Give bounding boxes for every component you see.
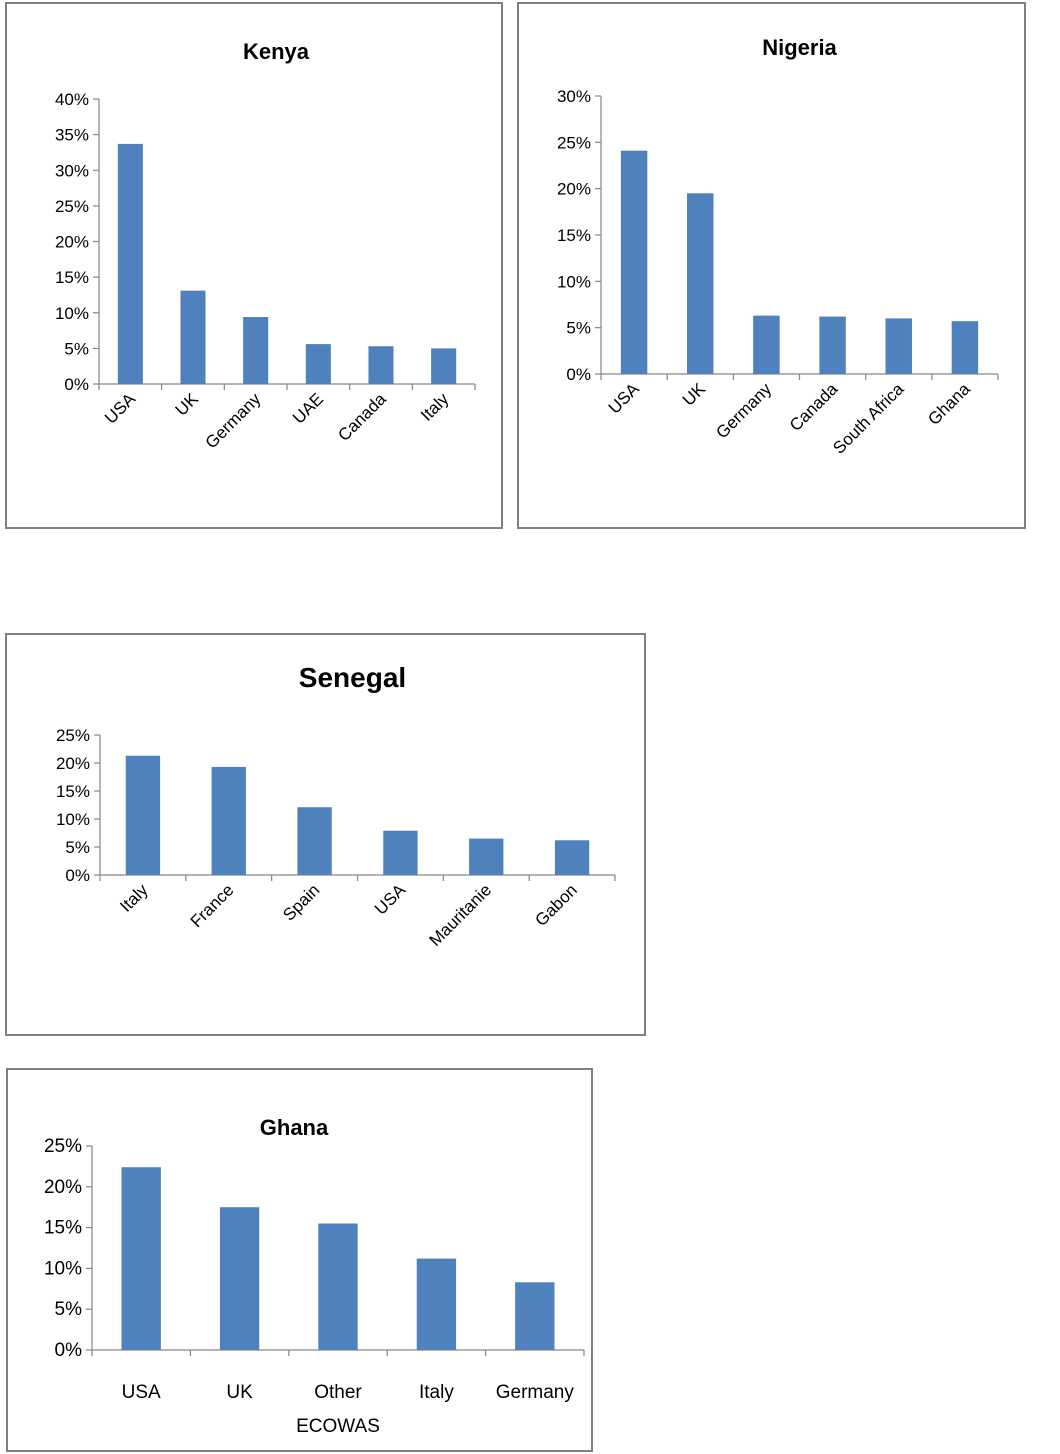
y-tick-label: 20% bbox=[56, 754, 90, 773]
x-tick-label: UK bbox=[679, 379, 710, 410]
y-tick-label: 30% bbox=[55, 161, 89, 180]
x-tick-label: USA bbox=[371, 880, 410, 919]
y-tick-label: 10% bbox=[55, 304, 89, 323]
x-tick-label: France bbox=[187, 880, 238, 931]
y-tick-label: 5% bbox=[55, 1299, 83, 1320]
bar-usa bbox=[117, 143, 143, 384]
bar-uk bbox=[219, 1207, 260, 1350]
y-tick-label: 0% bbox=[64, 375, 89, 394]
y-tick-label: 20% bbox=[55, 233, 89, 252]
y-tick-label: 15% bbox=[44, 1218, 82, 1239]
x-tick-label: Canada bbox=[334, 389, 390, 445]
y-tick-label: 5% bbox=[566, 319, 591, 338]
chart-nigeria-svg: Nigeria 0% 5% 10% 15% 20% 25% 30% USA UK Germany Ca… bbox=[557, 35, 999, 458]
x-tick-label: Spain bbox=[279, 880, 323, 924]
bar-usa bbox=[620, 150, 648, 374]
x-tick-label: USA bbox=[101, 389, 140, 428]
y-tick-label: 20% bbox=[44, 1177, 82, 1198]
y-tick-label: 25% bbox=[44, 1136, 82, 1157]
bar-usa bbox=[121, 1167, 161, 1350]
bar-usa bbox=[383, 830, 418, 875]
bar-italy bbox=[431, 348, 457, 384]
y-tick-label: 0% bbox=[65, 866, 90, 885]
x-tick-label: Germany bbox=[496, 1382, 575, 1403]
bar-mauritanie bbox=[469, 838, 504, 875]
x-tick-label: Other ECOWAS bbox=[296, 1382, 380, 1437]
chart-nigeria: Nigeria 0% 5% 10% 15% 20% 25% 30% USA UK Germany Ca… bbox=[517, 2, 1026, 529]
bar-canada bbox=[819, 316, 846, 374]
bar-south-africa bbox=[885, 318, 912, 374]
bar-gabon bbox=[554, 840, 590, 875]
chart-senegal: Senegal 0% 5% 10% 15% 20% 25% Italy France Spain U… bbox=[5, 633, 646, 1036]
bar-spain bbox=[297, 807, 332, 875]
chart-title: Nigeria bbox=[762, 35, 837, 60]
chart-kenya: Kenya 0% 5% 10% 15% 20% 25% 30% 35% 40% USA UK Germa… bbox=[5, 2, 503, 529]
chart-title: Kenya bbox=[243, 39, 310, 64]
y-tick-label: 10% bbox=[56, 810, 90, 829]
y-tick-label: 30% bbox=[557, 87, 591, 106]
chart-ghana-svg: Ghana 0% 5% 10% 15% 20% 25% USA UK Other ECOWAS Ita… bbox=[44, 1115, 585, 1437]
y-tick-label: 15% bbox=[55, 268, 89, 287]
x-tick-label: Canada bbox=[786, 379, 842, 435]
x-tick-label: UAE bbox=[289, 389, 327, 427]
chart-senegal-svg: Senegal 0% 5% 10% 15% 20% 25% Italy France Spain U… bbox=[56, 662, 616, 950]
bar-italy bbox=[125, 755, 161, 875]
y-tick-label: 10% bbox=[557, 272, 591, 291]
x-tick-label: UK bbox=[172, 389, 203, 420]
y-tick-label: 15% bbox=[557, 226, 591, 245]
x-tick-label: Italy bbox=[419, 1382, 454, 1403]
x-tick-label: UK bbox=[226, 1382, 253, 1403]
x-tick-label: South Africa bbox=[829, 379, 908, 458]
y-tick-label: 5% bbox=[65, 838, 90, 857]
x-tick-label: Germany bbox=[202, 389, 265, 452]
bar-germany bbox=[515, 1282, 555, 1350]
bar-uk bbox=[687, 193, 714, 374]
bar-france bbox=[211, 766, 246, 875]
chart-ghana: Ghana 0% 5% 10% 15% 20% 25% USA UK Other ECOWAS Ita… bbox=[6, 1068, 593, 1452]
y-tick-label: 20% bbox=[557, 180, 591, 199]
y-tick-label: 25% bbox=[557, 133, 591, 152]
y-tick-label: 35% bbox=[55, 126, 89, 145]
x-tick-label: Gabon bbox=[531, 880, 581, 930]
x-tick-label: Italy bbox=[417, 389, 453, 425]
x-tick-label: USA bbox=[122, 1382, 161, 1403]
y-tick-label: 25% bbox=[56, 726, 90, 745]
y-tick-label: 0% bbox=[55, 1340, 83, 1361]
y-tick-label: 40% bbox=[55, 90, 89, 109]
bar-uae bbox=[305, 344, 331, 384]
bar-italy bbox=[416, 1258, 457, 1350]
y-tick-label: 5% bbox=[64, 339, 89, 358]
y-tick-label: 10% bbox=[44, 1258, 82, 1279]
chart-title: Ghana bbox=[260, 1115, 329, 1140]
bar-uk bbox=[180, 290, 206, 384]
x-tick-label: USA bbox=[605, 379, 644, 418]
bar-canada bbox=[368, 346, 394, 384]
x-tick-label: Mauritanie bbox=[426, 880, 496, 950]
y-tick-label: 25% bbox=[55, 197, 89, 216]
bar-other-ecowas bbox=[318, 1223, 358, 1350]
x-tick-label: Germany bbox=[712, 379, 775, 442]
bar-germany bbox=[753, 315, 780, 374]
chart-title: Senegal bbox=[299, 662, 406, 693]
bar-ghana bbox=[951, 321, 979, 374]
y-tick-label: 15% bbox=[56, 782, 90, 801]
y-tick-label: 0% bbox=[566, 365, 591, 384]
chart-kenya-svg: Kenya 0% 5% 10% 15% 20% 25% 30% 35% 40% USA UK Germa… bbox=[55, 39, 476, 452]
bar-germany bbox=[243, 317, 269, 384]
x-tick-label: Ghana bbox=[924, 379, 974, 429]
x-tick-label: Italy bbox=[116, 880, 152, 916]
